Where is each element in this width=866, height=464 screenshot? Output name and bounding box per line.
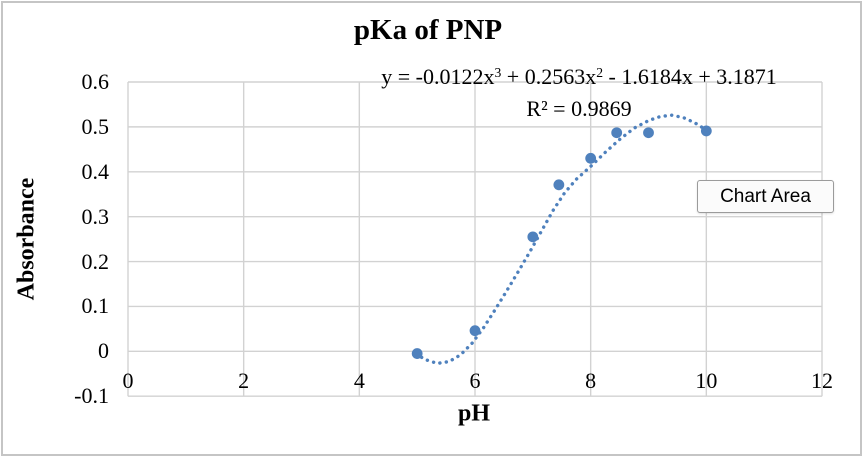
- x-tick-label: 4: [353, 368, 365, 393]
- data-point[interactable]: [527, 231, 539, 243]
- y-tick-label: 0.6: [81, 69, 110, 94]
- x-tick-label: 8: [585, 368, 597, 393]
- y-tick-label: -0.1: [74, 383, 109, 409]
- trendline-equation[interactable]: y = -0.0122x3 + 0.2563x2 - 1.6184x + 3.1…: [329, 62, 829, 123]
- data-point[interactable]: [469, 325, 481, 337]
- x-tick-label: 10: [695, 368, 718, 393]
- chart-area-tooltip: Chart Area: [697, 180, 834, 213]
- data-point[interactable]: [553, 179, 565, 191]
- y-tick-label: 0.3: [81, 203, 110, 229]
- x-tick-label: 6: [469, 368, 481, 393]
- data-point[interactable]: [585, 152, 597, 164]
- x-tick-label: 0: [122, 368, 134, 393]
- equation-line-2: R² = 0.9869: [526, 96, 632, 121]
- data-point[interactable]: [411, 348, 423, 359]
- y-tick-label: 0.2: [81, 248, 110, 274]
- trendline-dotted[interactable]: [414, 113, 708, 366]
- y-tick-label: 0: [98, 338, 109, 364]
- chart-title[interactable]: pKa of PNP: [353, 14, 503, 46]
- x-tick-label: 2: [238, 368, 250, 393]
- y-axis-title: Absorbance: [13, 177, 40, 301]
- data-point[interactable]: [700, 125, 712, 137]
- equation-line-1: y = -0.0122x3 + 0.2563x2 - 1.6184x + 3.1…: [381, 64, 777, 89]
- data-point[interactable]: [643, 127, 654, 139]
- x-tick-label: 12: [811, 368, 833, 393]
- y-tick-label: 0.1: [81, 293, 110, 319]
- data-point[interactable]: [611, 127, 623, 139]
- x-axis-title: pH: [457, 400, 491, 427]
- y-tick-label: 0.5: [81, 113, 110, 139]
- y-tick-label: 0.4: [81, 158, 110, 184]
